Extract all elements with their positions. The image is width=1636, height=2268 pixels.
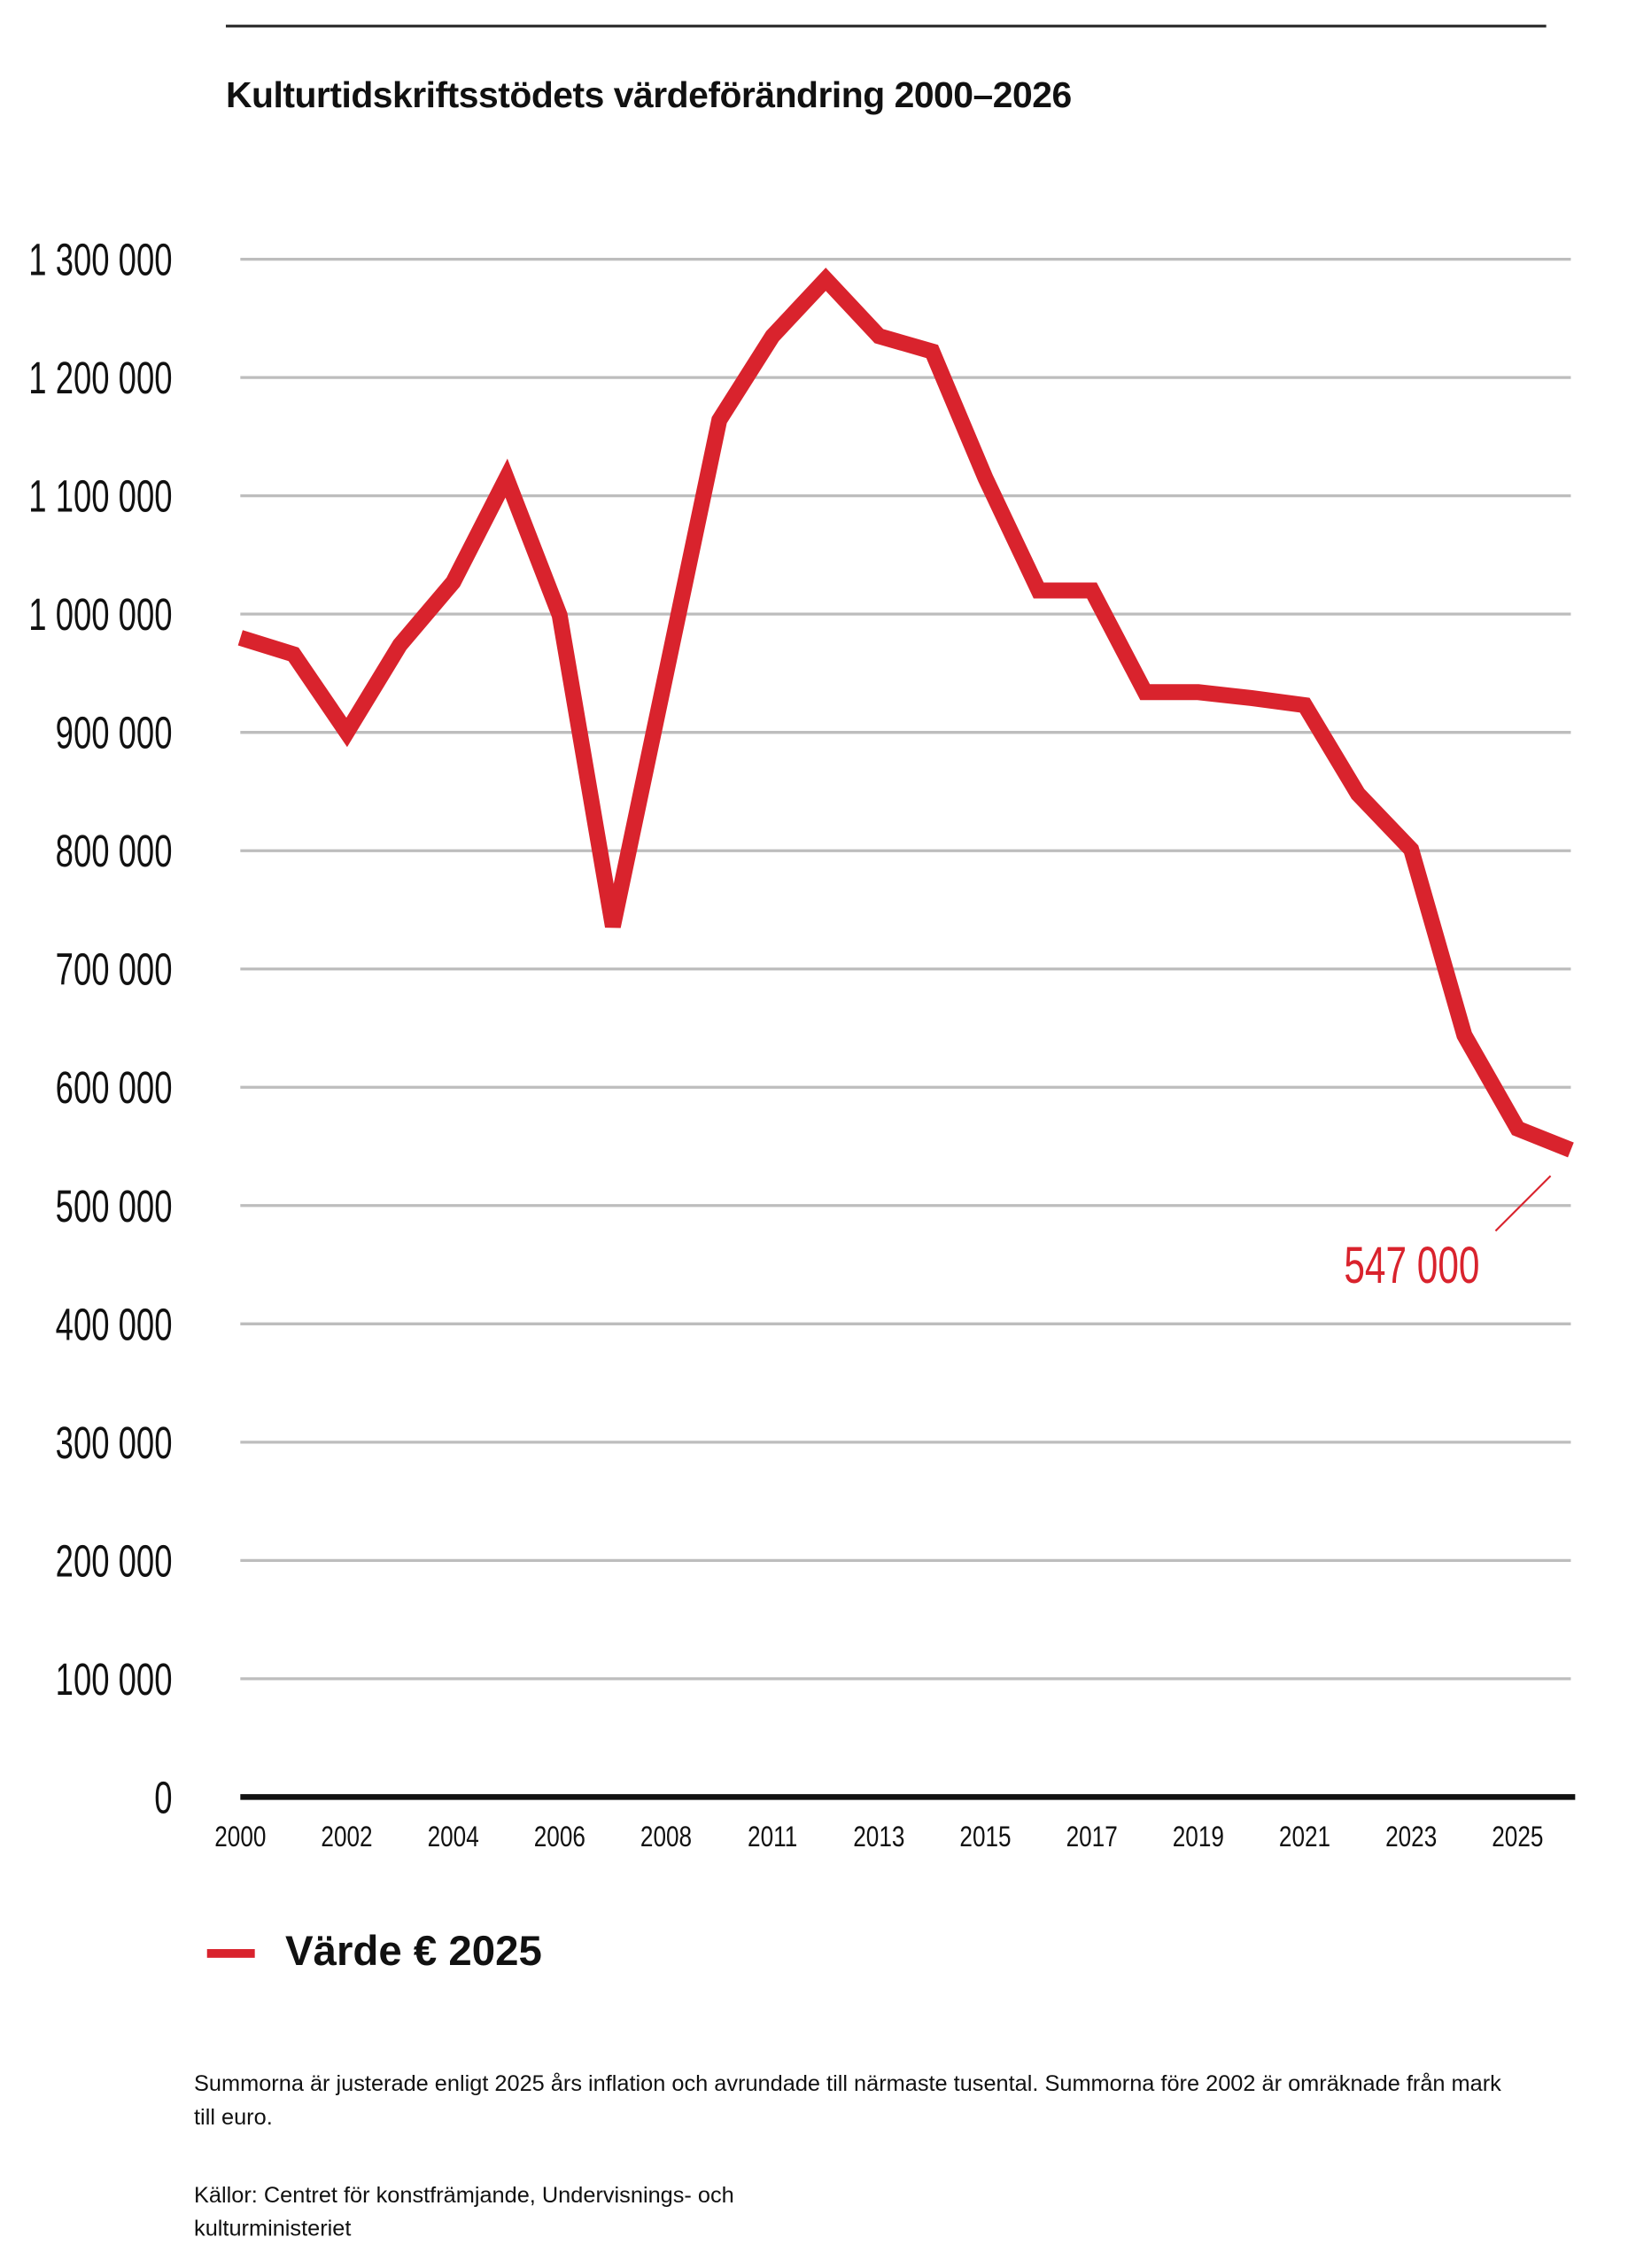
chart-title: Kulturtidskriftsstödets värdeförändring … [225,74,1072,116]
x-tick-label: 2011 [748,1821,797,1852]
y-tick-label: 1 300 000 [28,236,172,285]
y-tick-label: 1 100 000 [28,472,172,522]
y-tick-label: 0 [154,1774,172,1823]
y-axis-ticks: 0 100 000 200 000 300 000 400 000 500 000 600 … [28,236,172,1823]
series-line [237,268,1574,1158]
annotation-label: 547 000 [1344,1236,1479,1293]
legend-swatch [206,1948,255,1958]
y-tick-label: 900 000 [56,709,173,758]
x-tick-label: 2025 [1492,1821,1543,1852]
x-tick-label: 2013 [853,1821,904,1852]
sources: Källor: Centret för konstfrämjande, Unde… [194,2183,734,2242]
x-tick-label: 2006 [534,1821,585,1852]
y-tick-label: 800 000 [56,827,173,876]
x-tick-label: 2021 [1279,1821,1330,1852]
y-tick-label: 1 200 000 [28,353,172,403]
gridlines [240,257,1576,1800]
y-tick-label: 1 000 000 [28,590,172,640]
x-tick-label: 2000 [214,1821,266,1852]
y-tick-label: 700 000 [56,945,173,995]
y-tick-label: 200 000 [56,1537,173,1587]
legend-label: Värde € 2025 [284,1929,542,1976]
y-tick-label: 100 000 [56,1655,173,1705]
x-tick-label: 2019 [1173,1821,1224,1852]
top-rule [225,24,1547,27]
x-tick-label: 2017 [1066,1821,1118,1852]
legend: Värde € 2025 [206,1929,542,1977]
y-tick-label: 500 000 [56,1182,173,1231]
x-tick-label: 2008 [640,1821,692,1852]
series-lines [237,268,1574,1158]
x-tick-label: 2015 [959,1821,1011,1852]
x-tick-label: 2023 [1385,1821,1437,1852]
x-tick-label: 2004 [428,1821,479,1852]
y-tick-label: 300 000 [56,1418,173,1468]
y-tick-label: 400 000 [56,1301,173,1350]
annotation-leader [1494,1175,1552,1232]
footnote: Summorna är justerade enligt 2025 års in… [194,2071,1501,2131]
y-tick-label: 600 000 [56,1063,173,1113]
annotation: 547 000 [1344,1175,1552,1294]
x-axis-ticks: 2000 2002 2004 2006 2008 2011 2013 2015 2017 2019… [214,1821,1543,1852]
x-tick-label: 2002 [321,1821,372,1852]
